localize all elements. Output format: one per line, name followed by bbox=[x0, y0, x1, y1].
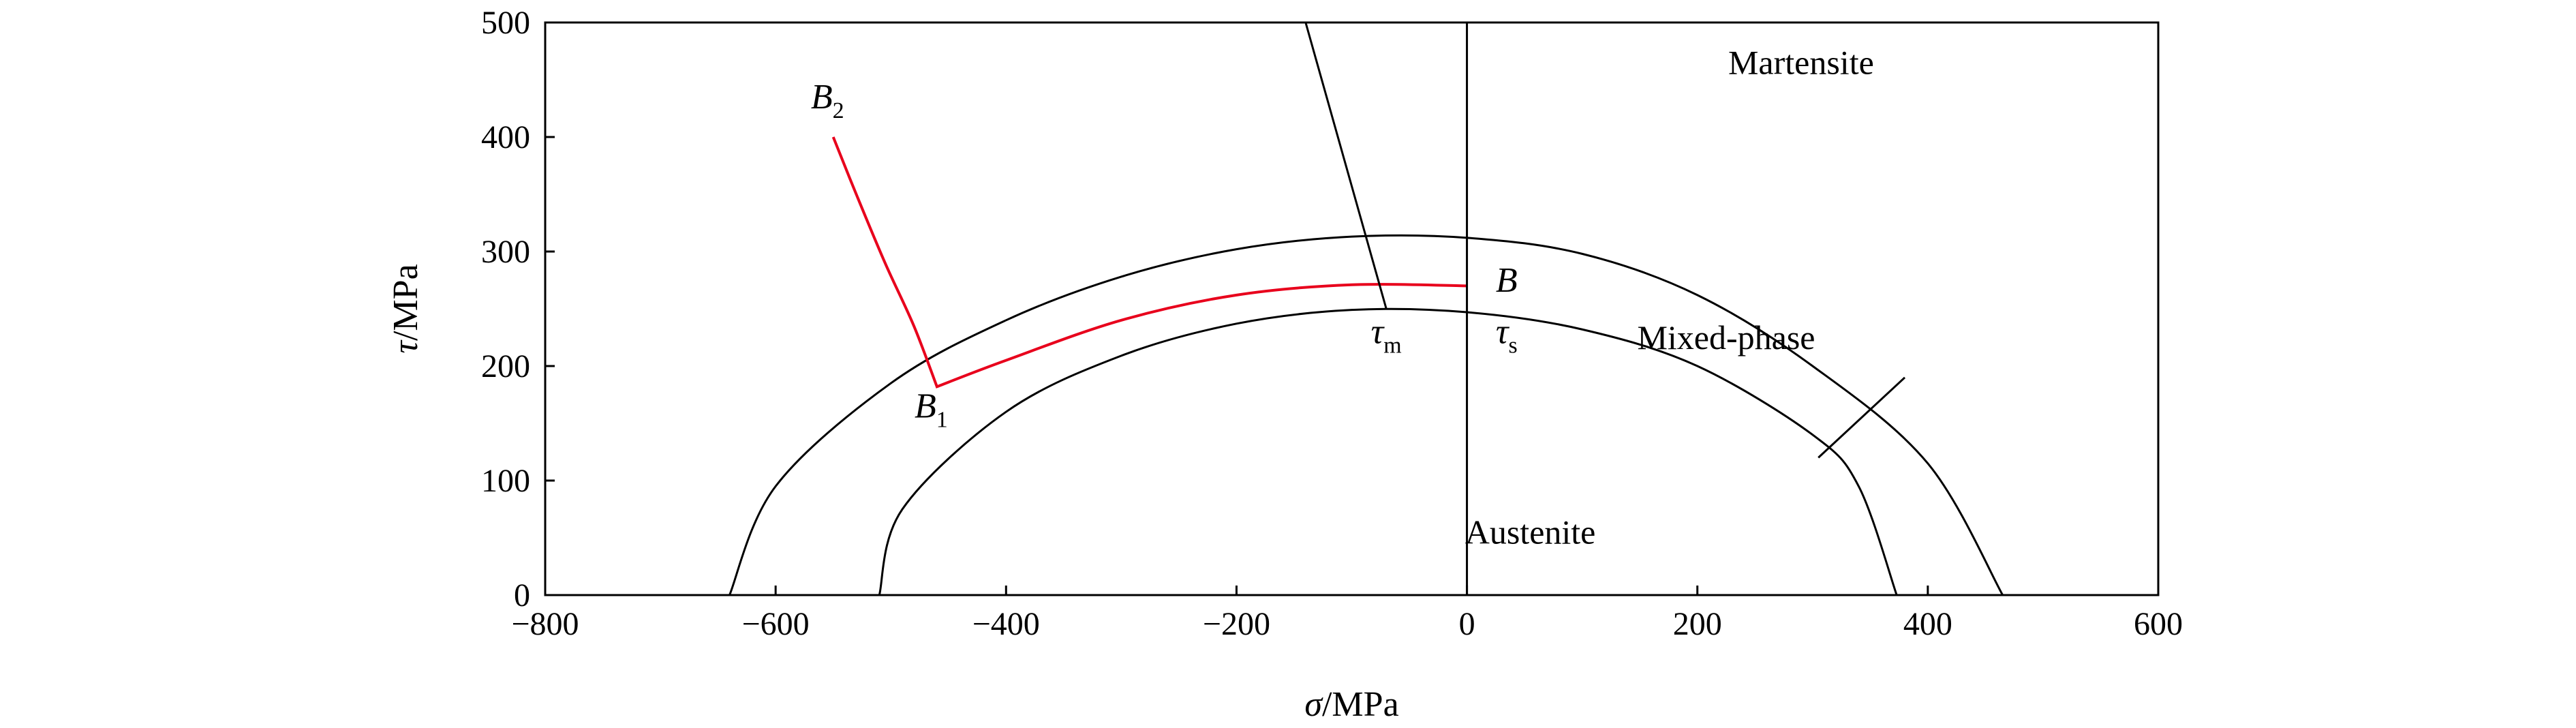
x-tick-label: 200 bbox=[1673, 606, 1722, 642]
x-axis-symbol: σ bbox=[1304, 685, 1323, 724]
y-axis-title: τ/MPa bbox=[386, 264, 425, 353]
region-label-austenite: Austenite bbox=[1465, 513, 1596, 551]
x-tick-label: 0 bbox=[1459, 606, 1475, 642]
y-tick-label: 500 bbox=[481, 5, 530, 41]
series-divider-tau-m bbox=[1304, 22, 1387, 309]
plot-frame bbox=[544, 21, 2160, 596]
x-tick-label: −400 bbox=[972, 606, 1040, 642]
tau-s-label: τs bbox=[1496, 312, 1518, 358]
plot-area bbox=[729, 22, 2004, 596]
series-inner-boundary bbox=[878, 307, 1898, 596]
y-tick-label: 400 bbox=[481, 119, 530, 155]
y-tick-label: 100 bbox=[481, 463, 530, 499]
y-axis: 0 100 200 300 400 500 bbox=[481, 5, 555, 613]
y-tick-label: 300 bbox=[481, 234, 530, 270]
x-tick-label: −200 bbox=[1203, 606, 1270, 642]
point-label-b2: B2 bbox=[811, 78, 844, 123]
region-label-mixed-phase: Mixed-phase bbox=[1637, 318, 1815, 357]
series-outer-boundary bbox=[729, 234, 2004, 596]
y-tick-label: 0 bbox=[514, 577, 530, 613]
x-axis: −800 −600 −400 −200 0 200 400 600 bbox=[511, 586, 2183, 642]
series-loading-path bbox=[831, 136, 1467, 389]
point-label-b: B bbox=[1496, 261, 1518, 300]
y-tick-label: 200 bbox=[481, 348, 530, 384]
x-tick-label: −600 bbox=[742, 606, 810, 642]
x-tick-label: 600 bbox=[2134, 606, 2183, 642]
tau-m-label: τm bbox=[1371, 312, 1402, 358]
point-label-b1: B1 bbox=[915, 387, 948, 433]
region-label-martensite: Martensite bbox=[1728, 44, 1874, 82]
x-tick-label: 400 bbox=[1903, 606, 1952, 642]
y-axis-unit: /MPa bbox=[386, 264, 425, 341]
x-axis-unit: /MPa bbox=[1322, 685, 1399, 724]
x-tick-label: −800 bbox=[511, 606, 579, 642]
y-axis-symbol: τ bbox=[386, 339, 425, 354]
mixed-phase-leader bbox=[1818, 376, 1906, 459]
x-axis-title: σ/MPa bbox=[1304, 685, 1398, 724]
